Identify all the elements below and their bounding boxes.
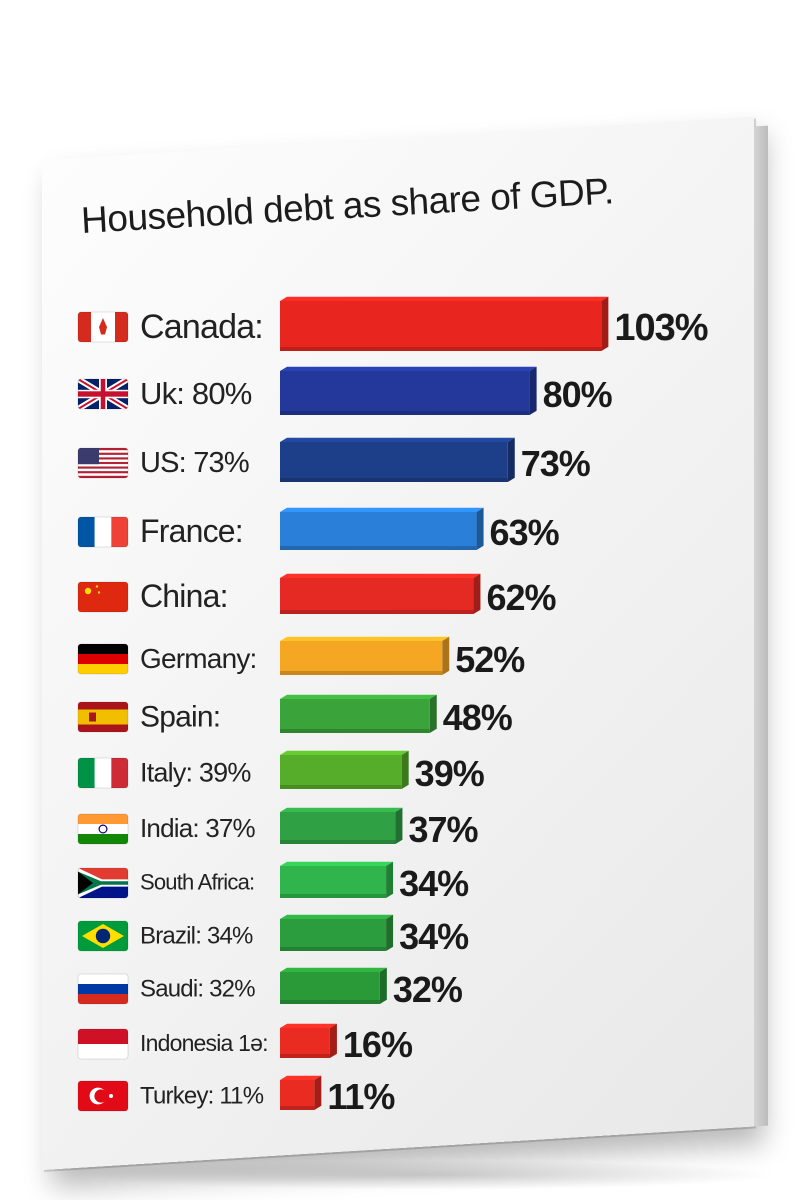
russia-flag-icon — [77, 973, 129, 1005]
china-flag-icon — [77, 581, 129, 613]
value-label: 16% — [343, 1024, 413, 1065]
bar — [280, 573, 481, 614]
category-label: Germany: — [140, 643, 257, 674]
bar — [280, 807, 403, 844]
value-label: 73% — [521, 443, 591, 484]
value-label: 11% — [327, 1076, 395, 1117]
bar — [280, 507, 484, 550]
category-label: South Africa: — [140, 870, 254, 895]
us-flag-icon — [77, 447, 129, 479]
bar — [280, 967, 387, 1004]
category-label: Uk: 80% — [140, 376, 252, 411]
category-label: US: 73% — [140, 447, 249, 479]
category-label: China: — [140, 578, 228, 614]
bar — [280, 437, 515, 482]
floor-shadow — [80, 1160, 780, 1190]
value-label: 63% — [490, 512, 560, 553]
bar — [280, 914, 394, 951]
category-label: Canada: — [140, 308, 263, 346]
bar — [280, 1023, 337, 1058]
brazil-flag-icon — [77, 920, 129, 952]
value-label: 37% — [408, 809, 478, 850]
bar — [280, 750, 409, 789]
turkey-flag-icon — [77, 1080, 129, 1112]
germany-flag-icon — [77, 643, 129, 675]
category-label: India: 37% — [140, 813, 256, 843]
value-label: 62% — [486, 577, 556, 618]
bar — [280, 296, 609, 351]
uk-flag-icon — [77, 378, 129, 410]
value-label: 34% — [399, 916, 469, 957]
value-label: 103% — [614, 307, 707, 349]
france-flag-icon — [77, 516, 129, 548]
category-label: France: — [140, 513, 243, 549]
category-label: Italy: 39% — [140, 757, 251, 787]
indonesia-flag-icon — [77, 1028, 129, 1060]
bar — [280, 694, 437, 733]
bar — [280, 636, 450, 675]
value-label: 48% — [443, 697, 513, 738]
value-label: 32% — [393, 969, 463, 1010]
value-label: 52% — [455, 639, 525, 680]
south-africa-flag-icon — [77, 867, 129, 899]
italy-flag-icon — [77, 757, 129, 789]
bar — [280, 1075, 322, 1110]
value-label: 80% — [543, 374, 613, 415]
category-label: Spain: — [140, 701, 220, 734]
category-label: Turkey: 11% — [140, 1082, 264, 1109]
value-label: 39% — [415, 753, 485, 794]
bar — [280, 861, 394, 898]
canada-flag-icon — [77, 311, 129, 343]
category-label: Saudi: 32% — [140, 975, 255, 1002]
spain-flag-icon — [77, 701, 129, 733]
india-flag-icon — [77, 813, 129, 845]
value-label: 34% — [399, 863, 469, 904]
category-label: Brazil: 34% — [140, 922, 253, 949]
bar — [280, 366, 537, 415]
category-label: Indonesia 1ə: — [140, 1030, 268, 1056]
